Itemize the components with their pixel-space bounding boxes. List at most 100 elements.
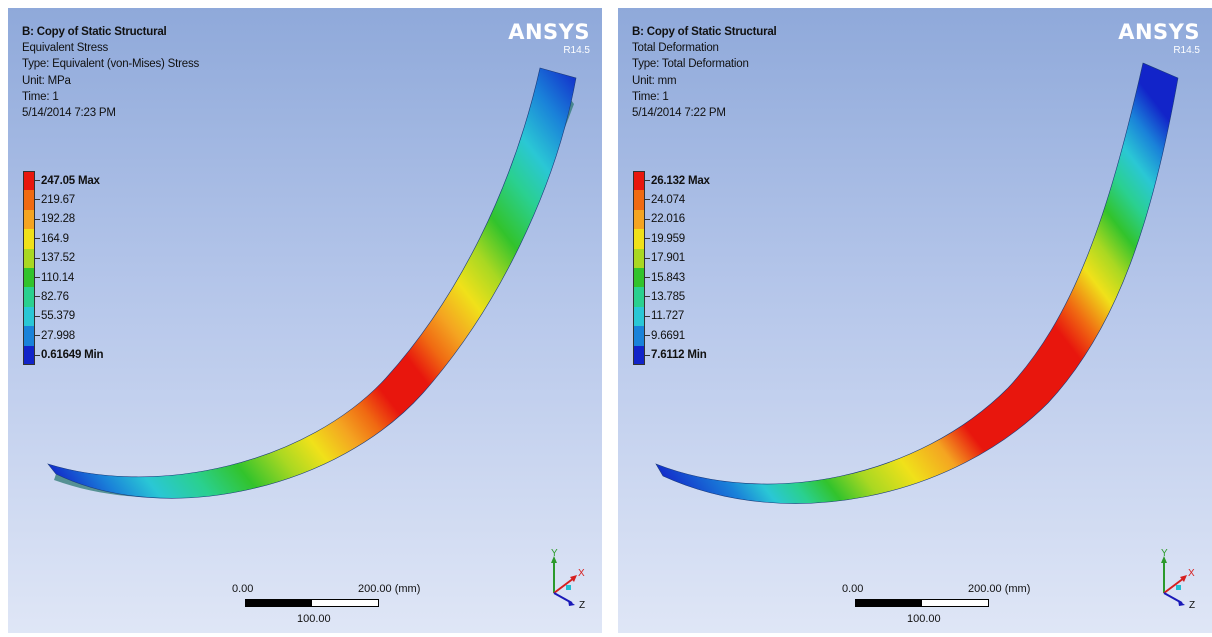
scale-mid-label: 100.00 [907,613,941,625]
legend-color-swatch [23,326,35,346]
result-time: Time: 1 [22,90,59,103]
legend-entry: 13.785 [633,287,710,307]
legend-entry: 192.28 [23,209,103,230]
beam-body[interactable] [47,67,577,499]
scale-bar [245,599,379,607]
legend-entry: 19.959 [633,229,710,249]
scale-end-label: 200.00 (mm) [358,583,421,595]
legend-color-swatch [23,190,35,210]
ansys-version: R14.5 [563,45,590,56]
ansys-version: R14.5 [1173,45,1200,56]
legend-label: 22.016 [651,213,685,226]
legend-entry: 82.76 [23,287,103,307]
scale-ruler: 0.00 200.00 (mm) 100.00 [228,580,420,630]
legend-color-swatch [633,190,645,210]
legend-entry: 164.9 [23,229,103,249]
legend-tick [35,257,40,259]
triad-z-label: Z [1189,600,1195,610]
legend-color-swatch [23,345,35,365]
legend-entry: 27.998 [23,326,103,346]
legend-entry: 219.67 [23,190,103,210]
legend-tick [645,218,650,220]
legend-tick [35,180,40,181]
legend-tick [645,180,650,181]
analysis-title: B: Copy of Static Structural [632,26,777,38]
contour-legend[interactable]: 247.05 Max 219.67 192.28 164.9 137.52 110.14 8… [23,171,104,365]
legend-label: 137.52 [41,252,75,265]
legend-label: 82.76 [41,291,69,304]
legend-label: 17.901 [651,252,685,265]
legend-color-swatch [633,287,645,307]
legend-label: 26.132 Max [651,174,710,187]
legend-entry: 24.074 [633,190,710,210]
ansys-logo: ANSYS R14.5 [1118,20,1200,57]
legend-entry: 137.52 [23,248,103,268]
legend-entry: 11.727 [633,306,710,327]
analysis-title: B: Copy of Static Structural [22,26,167,38]
scale-ruler: 0.00 200.00 (mm) 100.00 [838,580,1030,630]
scale-mid-label: 100.00 [297,613,331,625]
graphics-viewport-total-deformation[interactable]: B: Copy of Static Structural Total Defor… [618,8,1212,633]
legend-tick [35,238,40,240]
legend-color-swatch [633,209,645,230]
beam-body[interactable] [655,62,1179,504]
legend-tick [35,296,40,298]
legend-label: 247.05 Max [41,174,100,187]
ansys-logo-text: ANSYS [1118,20,1200,44]
legend-tick [645,199,650,201]
result-unit: Unit: mm [632,74,677,87]
result-info-block: B: Copy of Static Structural Total Defor… [632,24,777,121]
triad-x-label: X [1188,568,1195,579]
legend-label: 0.61649 Min [41,349,104,362]
graphics-viewport-equivalent-stress[interactable]: B: Copy of Static Structural Equivalent … [8,8,602,633]
legend-entry: 0.61649 Min [23,345,104,365]
legend-tick [35,354,40,356]
legend-color-swatch [23,171,35,191]
scale-start-label: 0.00 [842,583,864,595]
legend-label: 7.6112 Min [651,349,707,362]
legend-label: 19.959 [651,232,685,245]
legend-color-swatch [633,326,645,346]
coordinate-triad[interactable]: Y X Z [544,548,594,610]
legend-tick [35,335,40,337]
stress-contour-plot[interactable] [8,8,602,633]
legend-tick [35,218,40,220]
legend-color-swatch [23,306,35,327]
legend-entry: 55.379 [23,306,103,327]
result-name: Equivalent Stress [22,42,109,55]
scale-end-label: 200.00 (mm) [968,583,1031,595]
legend-label: 164.9 [41,232,69,245]
legend-tick [35,315,40,317]
legend-entry: 22.016 [633,209,710,230]
triad-y-label: Y [551,548,558,559]
result-date: 5/14/2014 7:23 PM [22,107,116,120]
legend-entry: 17.901 [633,248,710,268]
triad-x-label: X [578,568,585,579]
legend-tick [35,199,40,201]
deformation-contour-plot[interactable] [618,8,1212,633]
scale-bar [855,599,989,607]
result-type: Type: Equivalent (von-Mises) Stress [22,58,200,71]
legend-label: 15.843 [651,271,685,284]
legend-tick [645,257,650,259]
legend-tick [645,276,650,278]
ansys-logo: ANSYS R14.5 [508,20,590,57]
contour-legend[interactable]: 26.132 Max 24.074 22.016 19.959 17.901 15.843… [633,171,710,365]
legend-color-swatch [23,229,35,249]
legend-label: 13.785 [651,291,685,304]
legend-tick [645,238,650,240]
ansys-logo-text: ANSYS [508,20,590,44]
legend-color-swatch [633,345,645,365]
legend-label: 110.14 [41,271,75,284]
scale-start-label: 0.00 [232,583,254,595]
legend-label: 24.074 [651,194,685,207]
legend-label: 11.727 [651,310,685,323]
result-type: Type: Total Deformation [632,58,749,71]
legend-label: 192.28 [41,213,75,226]
result-unit: Unit: MPa [22,74,71,87]
result-date: 5/14/2014 7:22 PM [632,107,726,120]
legend-entry: 7.6112 Min [633,345,710,365]
legend-color-swatch [23,248,35,268]
legend-entry: 15.843 [633,267,710,288]
coordinate-triad[interactable]: Y X Z [1154,548,1204,610]
